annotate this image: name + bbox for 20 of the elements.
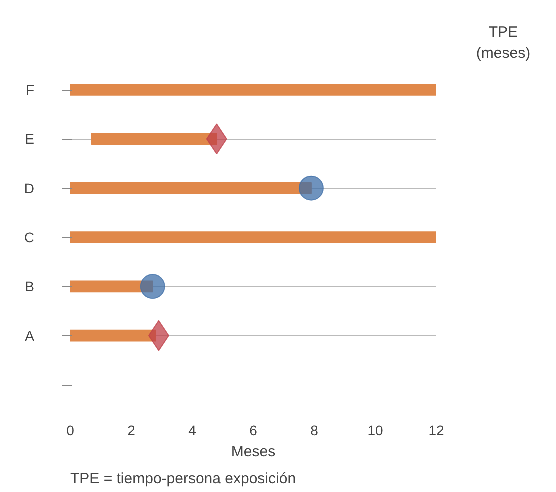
x-tick-label: 12 bbox=[428, 422, 444, 438]
y-tick-label: B bbox=[25, 278, 35, 295]
x-tick-label: 2 bbox=[128, 422, 136, 438]
x-tick-label: 0 bbox=[66, 422, 75, 438]
text: TPE = tiempo-persona exposición bbox=[70, 470, 296, 488]
bar bbox=[70, 232, 436, 244]
bar bbox=[70, 84, 436, 96]
x-axis-title: Meses bbox=[231, 444, 276, 460]
y-tick-label: D bbox=[24, 180, 35, 196]
x-tick-label: 4 bbox=[188, 422, 197, 438]
y-tick-label: C bbox=[24, 230, 35, 246]
x-tick-label: 10 bbox=[368, 422, 384, 438]
y-tick-label: A bbox=[25, 328, 36, 344]
point bbox=[298, 176, 324, 201]
text: TPE (meses) bbox=[476, 23, 531, 64]
x-tick-label: 6 bbox=[250, 422, 258, 438]
x-tick-label: 8 bbox=[310, 422, 319, 438]
y-tick-label: E bbox=[25, 131, 35, 148]
y-tick-label: F bbox=[26, 82, 35, 98]
point bbox=[140, 274, 166, 300]
